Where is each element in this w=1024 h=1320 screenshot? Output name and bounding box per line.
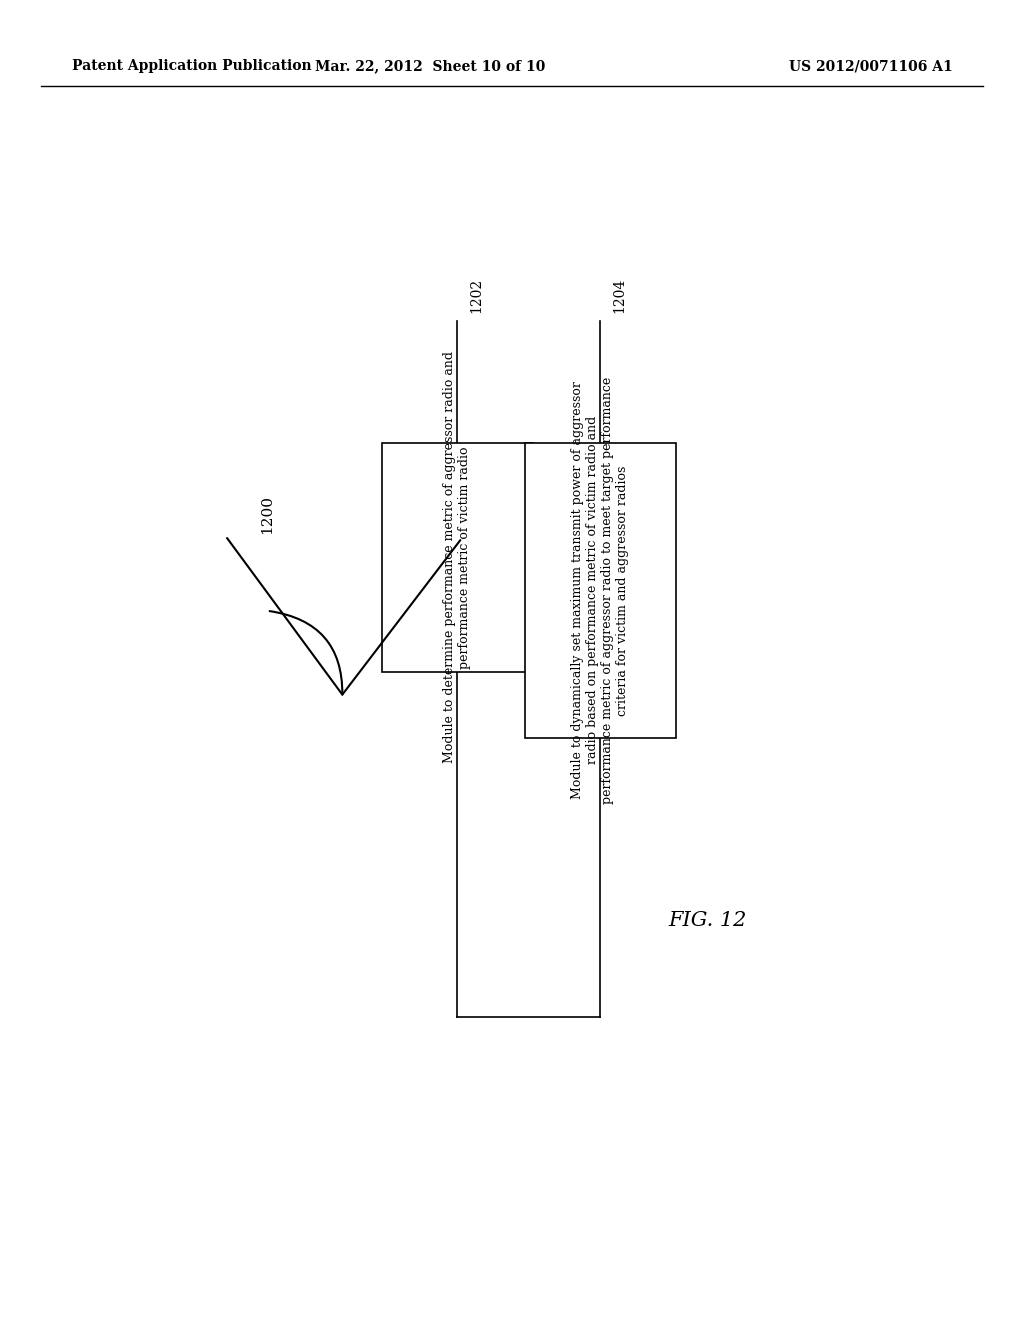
FancyArrowPatch shape (227, 539, 461, 694)
Bar (524, 444, 676, 738)
Text: Module to dynamically set maximum transmit power of aggressor
radio based on per: Module to dynamically set maximum transm… (571, 376, 629, 804)
Text: Patent Application Publication: Patent Application Publication (72, 59, 311, 74)
Text: FIG. 12: FIG. 12 (668, 911, 746, 931)
Text: 1202: 1202 (469, 277, 483, 313)
Text: US 2012/0071106 A1: US 2012/0071106 A1 (788, 59, 952, 74)
Text: Module to determine performance metric of aggressor radio and
performance metric: Module to determine performance metric o… (443, 351, 471, 763)
Text: 1200: 1200 (260, 495, 273, 535)
Text: Mar. 22, 2012  Sheet 10 of 10: Mar. 22, 2012 Sheet 10 of 10 (315, 59, 545, 74)
Bar (382, 444, 532, 672)
Text: 1204: 1204 (612, 277, 626, 313)
